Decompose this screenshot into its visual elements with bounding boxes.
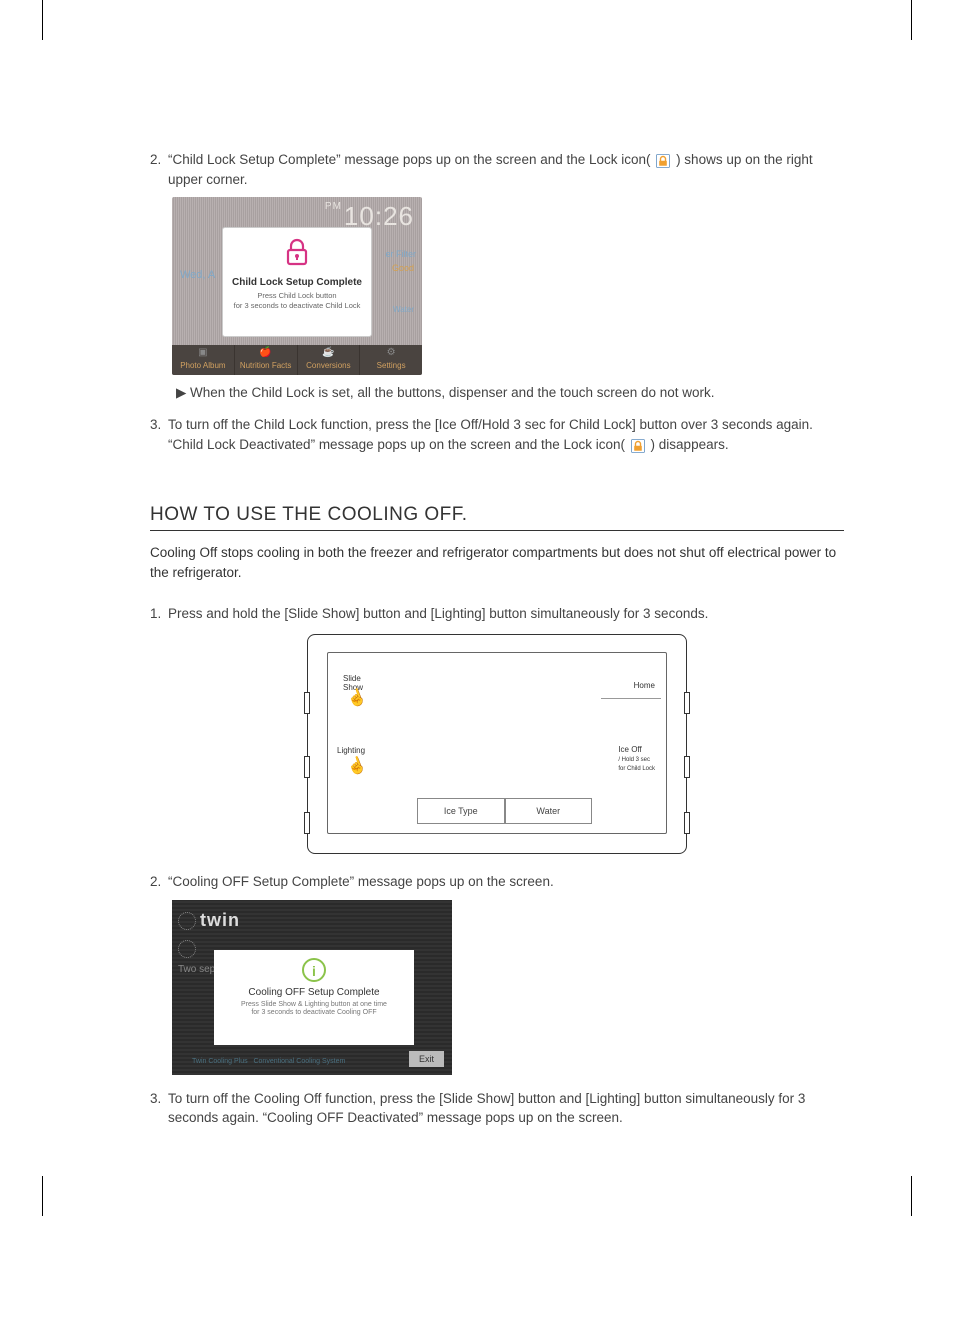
gear-icon: ⚙ [387, 347, 396, 358]
popup-title: Child Lock Setup Complete [227, 277, 367, 288]
ice-type-button[interactable]: Ice Type [417, 798, 505, 824]
section-intro: Cooling Off stops cooling in both the fr… [150, 543, 844, 582]
content: 2. “Child Lock Setup Complete” message p… [150, 150, 844, 1128]
cooling-step-1: 1. Press and hold the [Slide Show] butto… [150, 604, 844, 624]
coolingoff-screenshot: twin Two sep i Cooling OFF Setup Complet… [172, 900, 452, 1075]
arrow-icon: ▶ [176, 385, 190, 401]
filter-fragment: er Filter [385, 249, 416, 259]
iceoff-button-label: Ice Off / Hold 3 sec for Child Lock [618, 746, 655, 772]
step-text: To turn off the Cooling Off function, pr… [168, 1089, 844, 1128]
twin-label: twin [200, 910, 240, 931]
home-button-label: Home [634, 682, 655, 691]
lock-icon [227, 238, 367, 271]
step-number: 1. [150, 604, 168, 624]
water-label: Water [393, 305, 414, 314]
footer-text: Twin Cooling Plus Conventional Cooling S… [192, 1058, 345, 1065]
exit-button[interactable]: Exit [409, 1051, 444, 1067]
cooling-step-3: 3. To turn off the Cooling Off function,… [150, 1089, 844, 1128]
childlock-step-3: 3. To turn off the Child Lock function, … [150, 415, 844, 454]
step-number: 2. [150, 872, 168, 892]
deco-icon [178, 940, 196, 958]
step-text: Press and hold the [Slide Show] button a… [168, 604, 844, 624]
lock-icon [656, 154, 670, 168]
camera-icon: ▣ [198, 347, 207, 358]
tab-nutrition[interactable]: 🍎Nutrition Facts [235, 345, 298, 375]
popup-subtitle: Press Slide Show & Lighting button at on… [220, 1001, 408, 1019]
tab-photo-album[interactable]: ▣Photo Album [172, 345, 235, 375]
date-fragment: Wed, A [180, 269, 215, 281]
step-text: “Cooling OFF Setup Complete” message pop… [168, 872, 844, 892]
water-button[interactable]: Water [505, 798, 593, 824]
cooling-step-2: 2. “Cooling OFF Setup Complete” message … [150, 872, 844, 892]
popup-dialog: i Cooling OFF Setup Complete Press Slide… [214, 950, 414, 1045]
tab-settings[interactable]: ⚙Settings [360, 345, 422, 375]
popup-dialog: Child Lock Setup Complete Press Child Lo… [222, 227, 372, 337]
step-text: To turn off the Child Lock function, pre… [168, 415, 844, 454]
childlock-note: ▶ When the Child Lock is set, all the bu… [176, 385, 844, 401]
step-number: 3. [150, 415, 168, 454]
tab-conversions[interactable]: ☕Conversions [298, 345, 361, 375]
childlock-step-2: 2. “Child Lock Setup Complete” message p… [150, 150, 844, 189]
step-number: 3. [150, 1089, 168, 1128]
info-icon: i [302, 958, 326, 982]
bottom-button-row: Ice Type Water [417, 798, 592, 824]
step-text: “Child Lock Setup Complete” message pops… [168, 150, 844, 189]
cup-icon: ☕ [322, 347, 334, 358]
popup-subtitle: Press Child Lock buttonfor 3 seconds to … [227, 291, 367, 310]
deco-icon [178, 912, 196, 930]
lock-icon [631, 439, 645, 453]
twosep-fragment: Two sep [178, 964, 215, 975]
childlock-screenshot: PM10:26 Wed, A er Filter Good Water Chil… [172, 197, 422, 375]
status-fragment: Good [392, 263, 414, 273]
section-heading: HOW TO USE THE COOLING OFF. [150, 504, 844, 531]
nutrition-icon: 🍎 [259, 347, 271, 358]
note-text: When the Child Lock is set, all the butt… [190, 385, 715, 400]
step-number: 2. [150, 150, 168, 189]
panel-diagram: Home Ice Off / Hold 3 sec for Child Lock… [307, 634, 687, 854]
popup-title: Cooling OFF Setup Complete [220, 987, 408, 998]
bottom-tabs: ▣Photo Album 🍎Nutrition Facts ☕Conversio… [172, 345, 422, 375]
